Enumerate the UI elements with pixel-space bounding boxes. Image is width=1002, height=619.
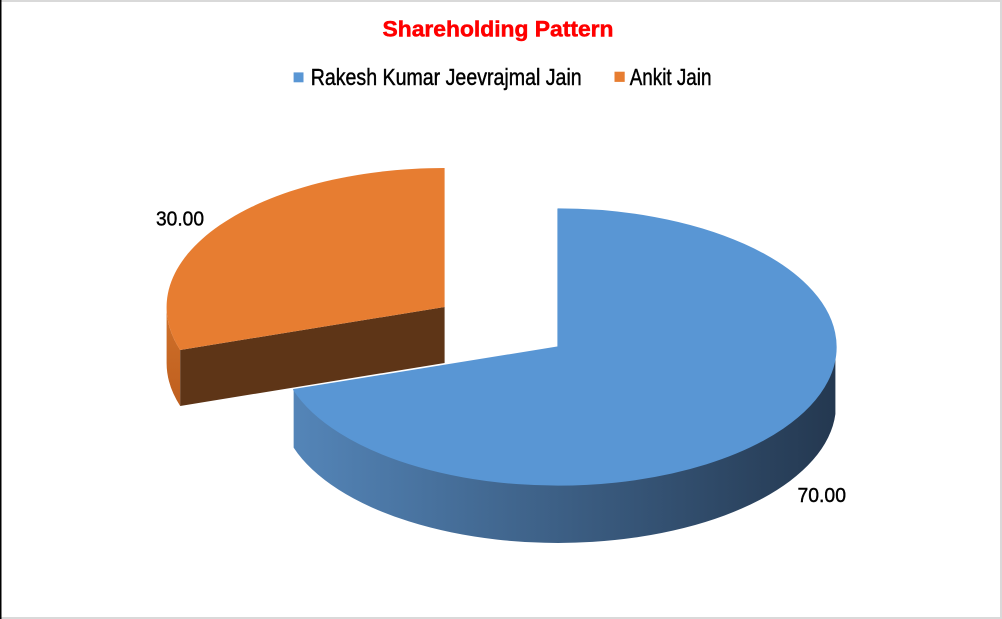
svg-text:30.00: 30.00: [156, 209, 204, 231]
svg-text:Shareholding Pattern: Shareholding Pattern: [383, 17, 614, 42]
svg-text:Ankit Jain: Ankit Jain: [630, 64, 712, 90]
svg-text:70.00: 70.00: [798, 484, 847, 507]
svg-text:Rakesh Kumar Jeevrajmal Jain: Rakesh Kumar Jeevrajmal Jain: [311, 64, 582, 90]
